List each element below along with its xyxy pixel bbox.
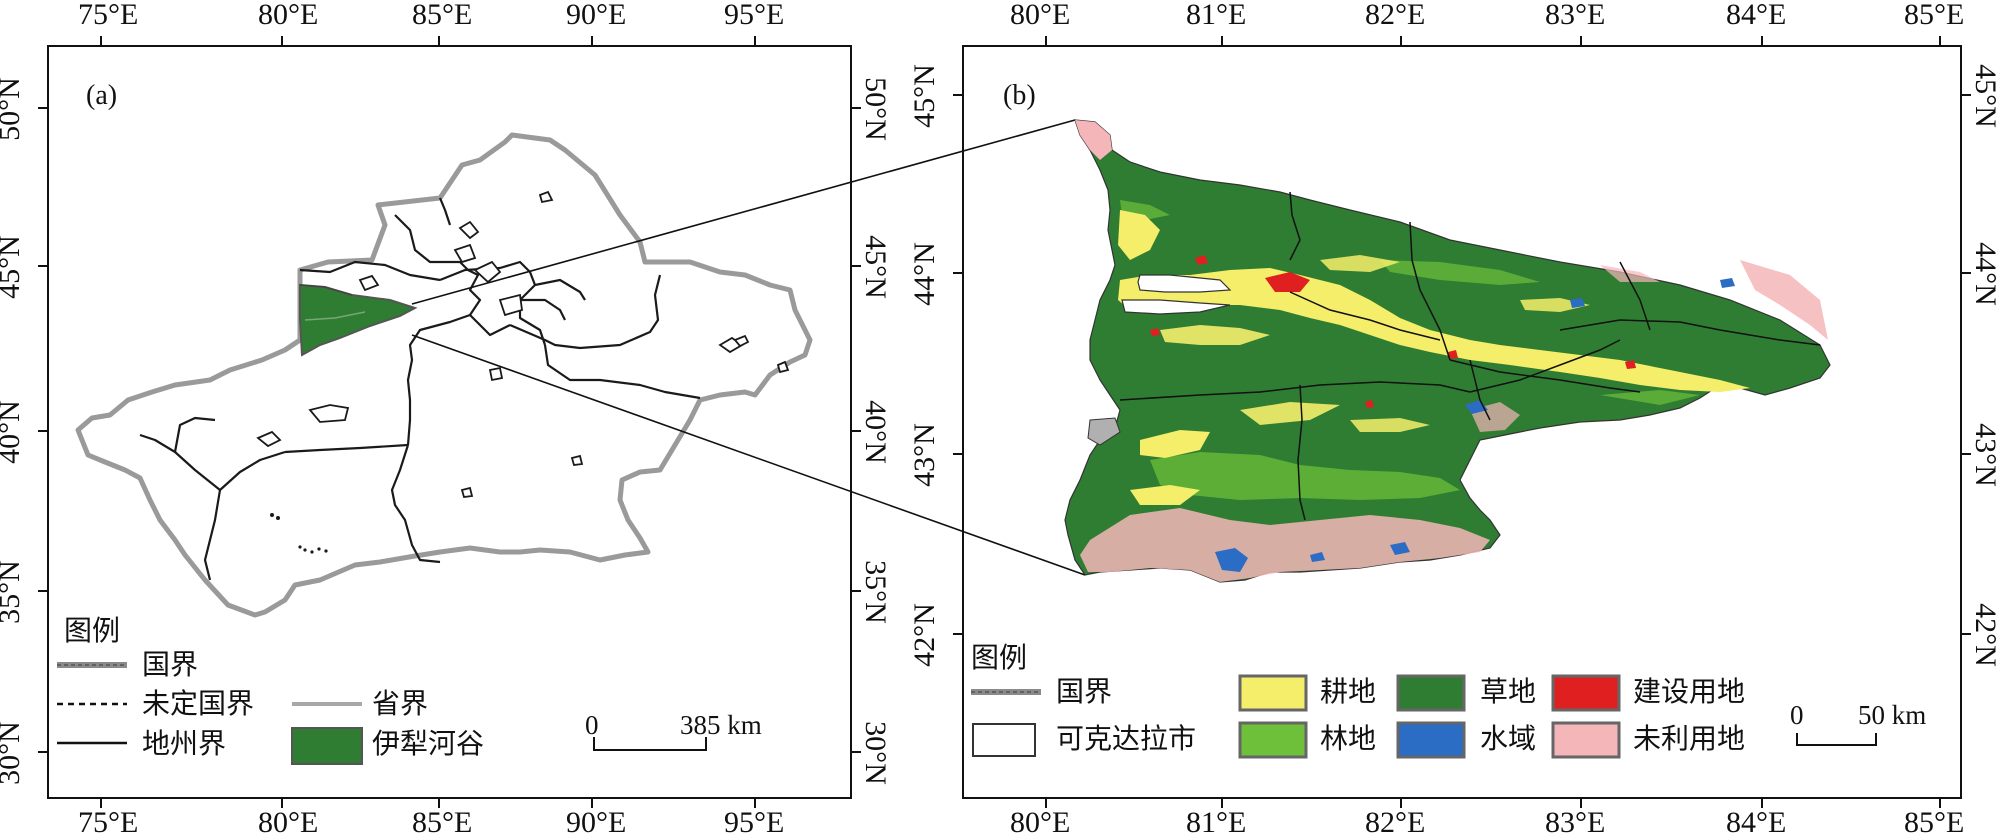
panel-a-left-tick-2: 45°N — [0, 235, 26, 299]
panel-a-bottom-tick-5: 95°E — [724, 806, 785, 839]
panel-a-bottom-tick-3: 85°E — [412, 806, 473, 839]
panel-a-left-tick-5: 30°N — [0, 721, 26, 785]
panel-b-top-tick-4: 83°E — [1545, 0, 1606, 31]
panel-a-left-tick-3: 40°N — [0, 400, 26, 464]
xinjiang-outline — [75, 132, 813, 618]
panel-b-top-tick-6: 85°E — [1904, 0, 1965, 31]
panel-a-legend-province-border: 省界 — [372, 687, 429, 720]
panel-a-scale-bar — [593, 737, 707, 751]
panel-b-left-tick-3: 43°N — [907, 423, 941, 487]
panel-b-legend-grassland: 草地 — [1480, 675, 1537, 708]
panel-b-legend-title: 图例 — [971, 641, 1028, 674]
panel-a-right-tick-4: 35°N — [858, 560, 892, 624]
swatch-unused — [1551, 721, 1621, 759]
panel-b-legend-forest: 林地 — [1320, 722, 1377, 755]
panel-b-land-swatches — [1238, 674, 1621, 759]
panel-b-top-tick-3: 82°E — [1365, 0, 1426, 31]
panel-b-legend-water: 水域 — [1480, 722, 1537, 755]
panel-b-bottom-tick-6: 85°E — [1904, 806, 1965, 839]
panel-a-top-tick-4: 90°E — [566, 0, 627, 31]
panel-b-top-tick-2: 81°E — [1186, 0, 1247, 31]
panel-b-legend-national-border: 国界 — [1056, 675, 1113, 708]
panel-b-scale-value: 50 km — [1858, 700, 1927, 730]
panel-a-top-tick-5: 95°E — [724, 0, 785, 31]
panel-a-scale-zero: 0 — [585, 710, 599, 740]
panel-a-legend-title: 图例 — [64, 614, 121, 647]
panel-a-left-tick-4: 35°N — [0, 560, 26, 624]
panel-a-legend-undetermined-border: 未定国界 — [142, 687, 255, 720]
panel-b-bottom-tick-1: 80°E — [1010, 806, 1071, 839]
swatch-water — [1396, 721, 1466, 759]
panel-b-legend-symbols — [971, 689, 1041, 757]
panel-b-legend-cropland: 耕地 — [1320, 675, 1377, 708]
panel-b-right-tick-1: 45°N — [1968, 64, 2000, 128]
panel-b-bottom-tick-5: 84°E — [1726, 806, 1787, 839]
panel-b-left-tick-2: 44°N — [907, 242, 941, 306]
panel-a-label: (a) — [86, 80, 118, 111]
swatch-forest — [1238, 721, 1308, 759]
panel-b-legend-unused: 未利用地 — [1633, 722, 1746, 755]
panel-a-left-tick-1: 50°N — [0, 77, 26, 141]
panel-a-bottom-tick-2: 80°E — [258, 806, 319, 839]
panel-a-bottom-tick-4: 90°E — [566, 806, 627, 839]
panel-b-top-tick-1: 80°E — [1010, 0, 1071, 31]
panel-a-bottom-tick-1: 75°E — [78, 806, 139, 839]
panel-b-bottom-tick-2: 81°E — [1186, 806, 1247, 839]
panel-a-right-tick-1: 50°N — [858, 77, 892, 141]
panel-a-top-tick-1: 75°E — [78, 0, 139, 31]
panel-b-legend-kokdala-city: 可克达拉市 — [1056, 722, 1197, 755]
panel-a-right-tick-5: 30°N — [858, 721, 892, 785]
panel-b-bottom-tick-4: 83°E — [1545, 806, 1606, 839]
panel-a-legend-symbols — [57, 662, 363, 765]
panel-a-legend-ili-valley: 伊犁河谷 — [372, 727, 485, 760]
panel-b-right-tick-2: 44°N — [1968, 242, 2000, 306]
panel-b-left-tick-4: 42°N — [907, 603, 941, 667]
panel-b-scale-bar — [1796, 733, 1877, 746]
panel-a-right-tick-3: 40°N — [858, 400, 892, 464]
panel-a-top-tick-3: 85°E — [412, 0, 473, 31]
panel-b-label: (b) — [1003, 80, 1036, 111]
panel-a-right-tick-2: 45°N — [858, 235, 892, 299]
swatch-construction — [1551, 674, 1621, 712]
panel-b-legend-construction: 建设用地 — [1633, 675, 1746, 708]
panel-a-legend-prefecture-border: 地州界 — [142, 727, 227, 760]
panel-b-landuse — [1064, 119, 1831, 583]
swatch-cropland — [1238, 674, 1308, 712]
swatch-grassland — [1396, 674, 1466, 712]
panel-b-scale-zero: 0 — [1790, 700, 1804, 730]
panel-a-top-tick-2: 80°E — [258, 0, 319, 31]
panel-b-top-tick-5: 84°E — [1726, 0, 1787, 31]
panel-b-right-tick-4: 42°N — [1968, 603, 2000, 667]
panel-a-scale-value: 385 km — [680, 710, 762, 740]
panel-b-left-tick-1: 45°N — [907, 64, 941, 128]
panel-a-legend-national-border: 国界 — [142, 648, 199, 681]
panel-b-bottom-tick-3: 82°E — [1365, 806, 1426, 839]
panel-b-right-tick-3: 43°N — [1968, 423, 2000, 487]
